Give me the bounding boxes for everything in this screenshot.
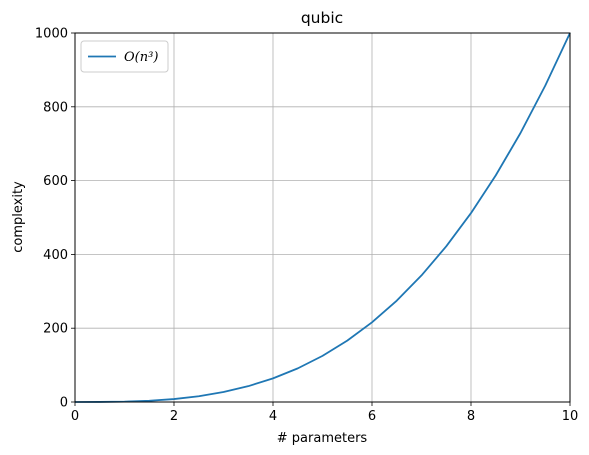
x-tick-label: 6 xyxy=(368,409,376,424)
y-tick-label: 800 xyxy=(43,100,68,115)
x-tick-label: 0 xyxy=(71,409,79,424)
y-ticks: 0 200 400 600 800 1000 xyxy=(35,27,75,411)
legend-box xyxy=(80,40,169,73)
y-axis-label: complexity xyxy=(11,181,26,253)
y-tick-label: 200 xyxy=(43,322,68,337)
x-ticks: 0 2 4 6 8 10 xyxy=(71,402,578,424)
plot-frame xyxy=(74,32,571,403)
x-tick-label: 2 xyxy=(170,409,178,424)
series-line-0 xyxy=(74,32,571,403)
y-tick-label: 1000 xyxy=(35,27,68,42)
x-tick-label: 10 xyxy=(562,409,579,424)
x-tick-label: 8 xyxy=(467,409,475,424)
y-tick-label: 400 xyxy=(43,248,68,263)
legend: O(n³) xyxy=(80,40,169,73)
legend-label: O(n³) xyxy=(124,50,158,65)
series-lines xyxy=(74,32,571,403)
grid xyxy=(74,32,571,403)
x-tick-label: 4 xyxy=(269,409,277,424)
y-tick-label: 600 xyxy=(43,174,68,189)
chart-title: qubic xyxy=(301,9,343,27)
x-axis-label: # parameters xyxy=(277,431,368,446)
y-tick-label: 0 xyxy=(60,396,68,411)
